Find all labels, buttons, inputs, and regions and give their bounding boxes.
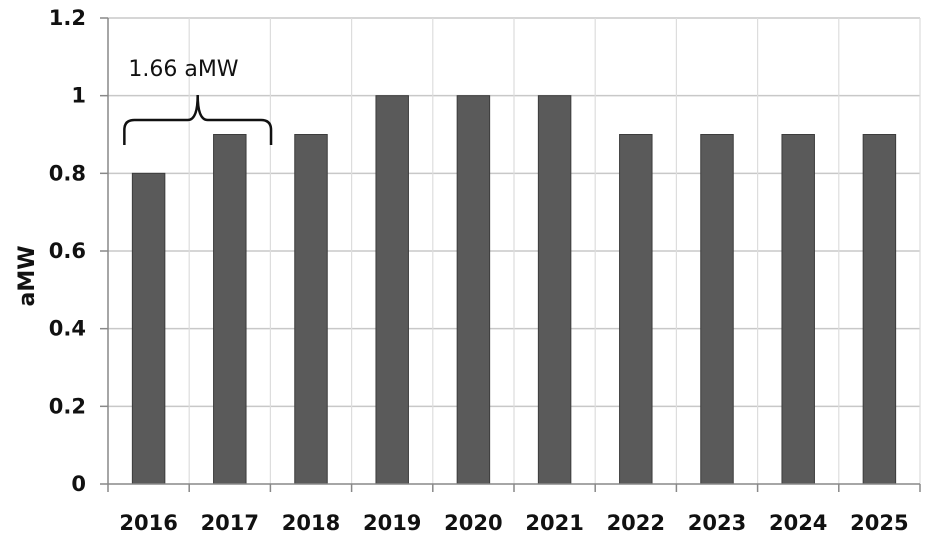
annotation-brace [123,94,273,145]
annotation: 1.66 aMW [123,57,273,145]
x-tick-label: 2023 [688,511,746,535]
bar-2024 [781,134,815,485]
y-tick-label: 0.2 [49,394,86,418]
y-tick-label: 0.6 [49,239,86,263]
bar-2025 [862,134,897,485]
y-axis-title: aMW [15,245,40,306]
x-tick-label: 2022 [607,511,665,535]
x-tick-label: 2025 [850,511,908,535]
bar-2017 [213,134,247,485]
bar-2023 [700,134,734,485]
bar-2020 [456,95,491,485]
y-tick-label: 0.8 [49,161,86,185]
x-tick-label: 2020 [444,511,502,535]
axes [100,17,921,492]
bar-2016 [131,172,166,485]
bar-2018 [294,134,328,485]
x-tick-label: 2019 [363,511,421,535]
bars [131,95,897,485]
tick-labels: 0 0.2 0.4 0.6 0.8 1 1.2 2016 2017 2018 2019 2020 202… [49,6,909,535]
y-tick-label: 1 [71,84,86,108]
bar-2019 [375,95,409,485]
x-tick-label: 2024 [769,511,827,535]
x-tick-label: 2017 [201,511,259,535]
bar-2022 [619,134,653,485]
y-tick-label: 0.4 [49,317,86,341]
bar-2021 [537,95,572,485]
x-tick-label: 2021 [525,511,583,535]
annotation-label: 1.66 aMW [128,57,238,82]
y-tick-label: 1.2 [49,6,86,30]
x-tick-label: 2016 [119,511,177,535]
x-tick-label: 2018 [282,511,340,535]
y-tick-label: 0 [71,472,86,496]
